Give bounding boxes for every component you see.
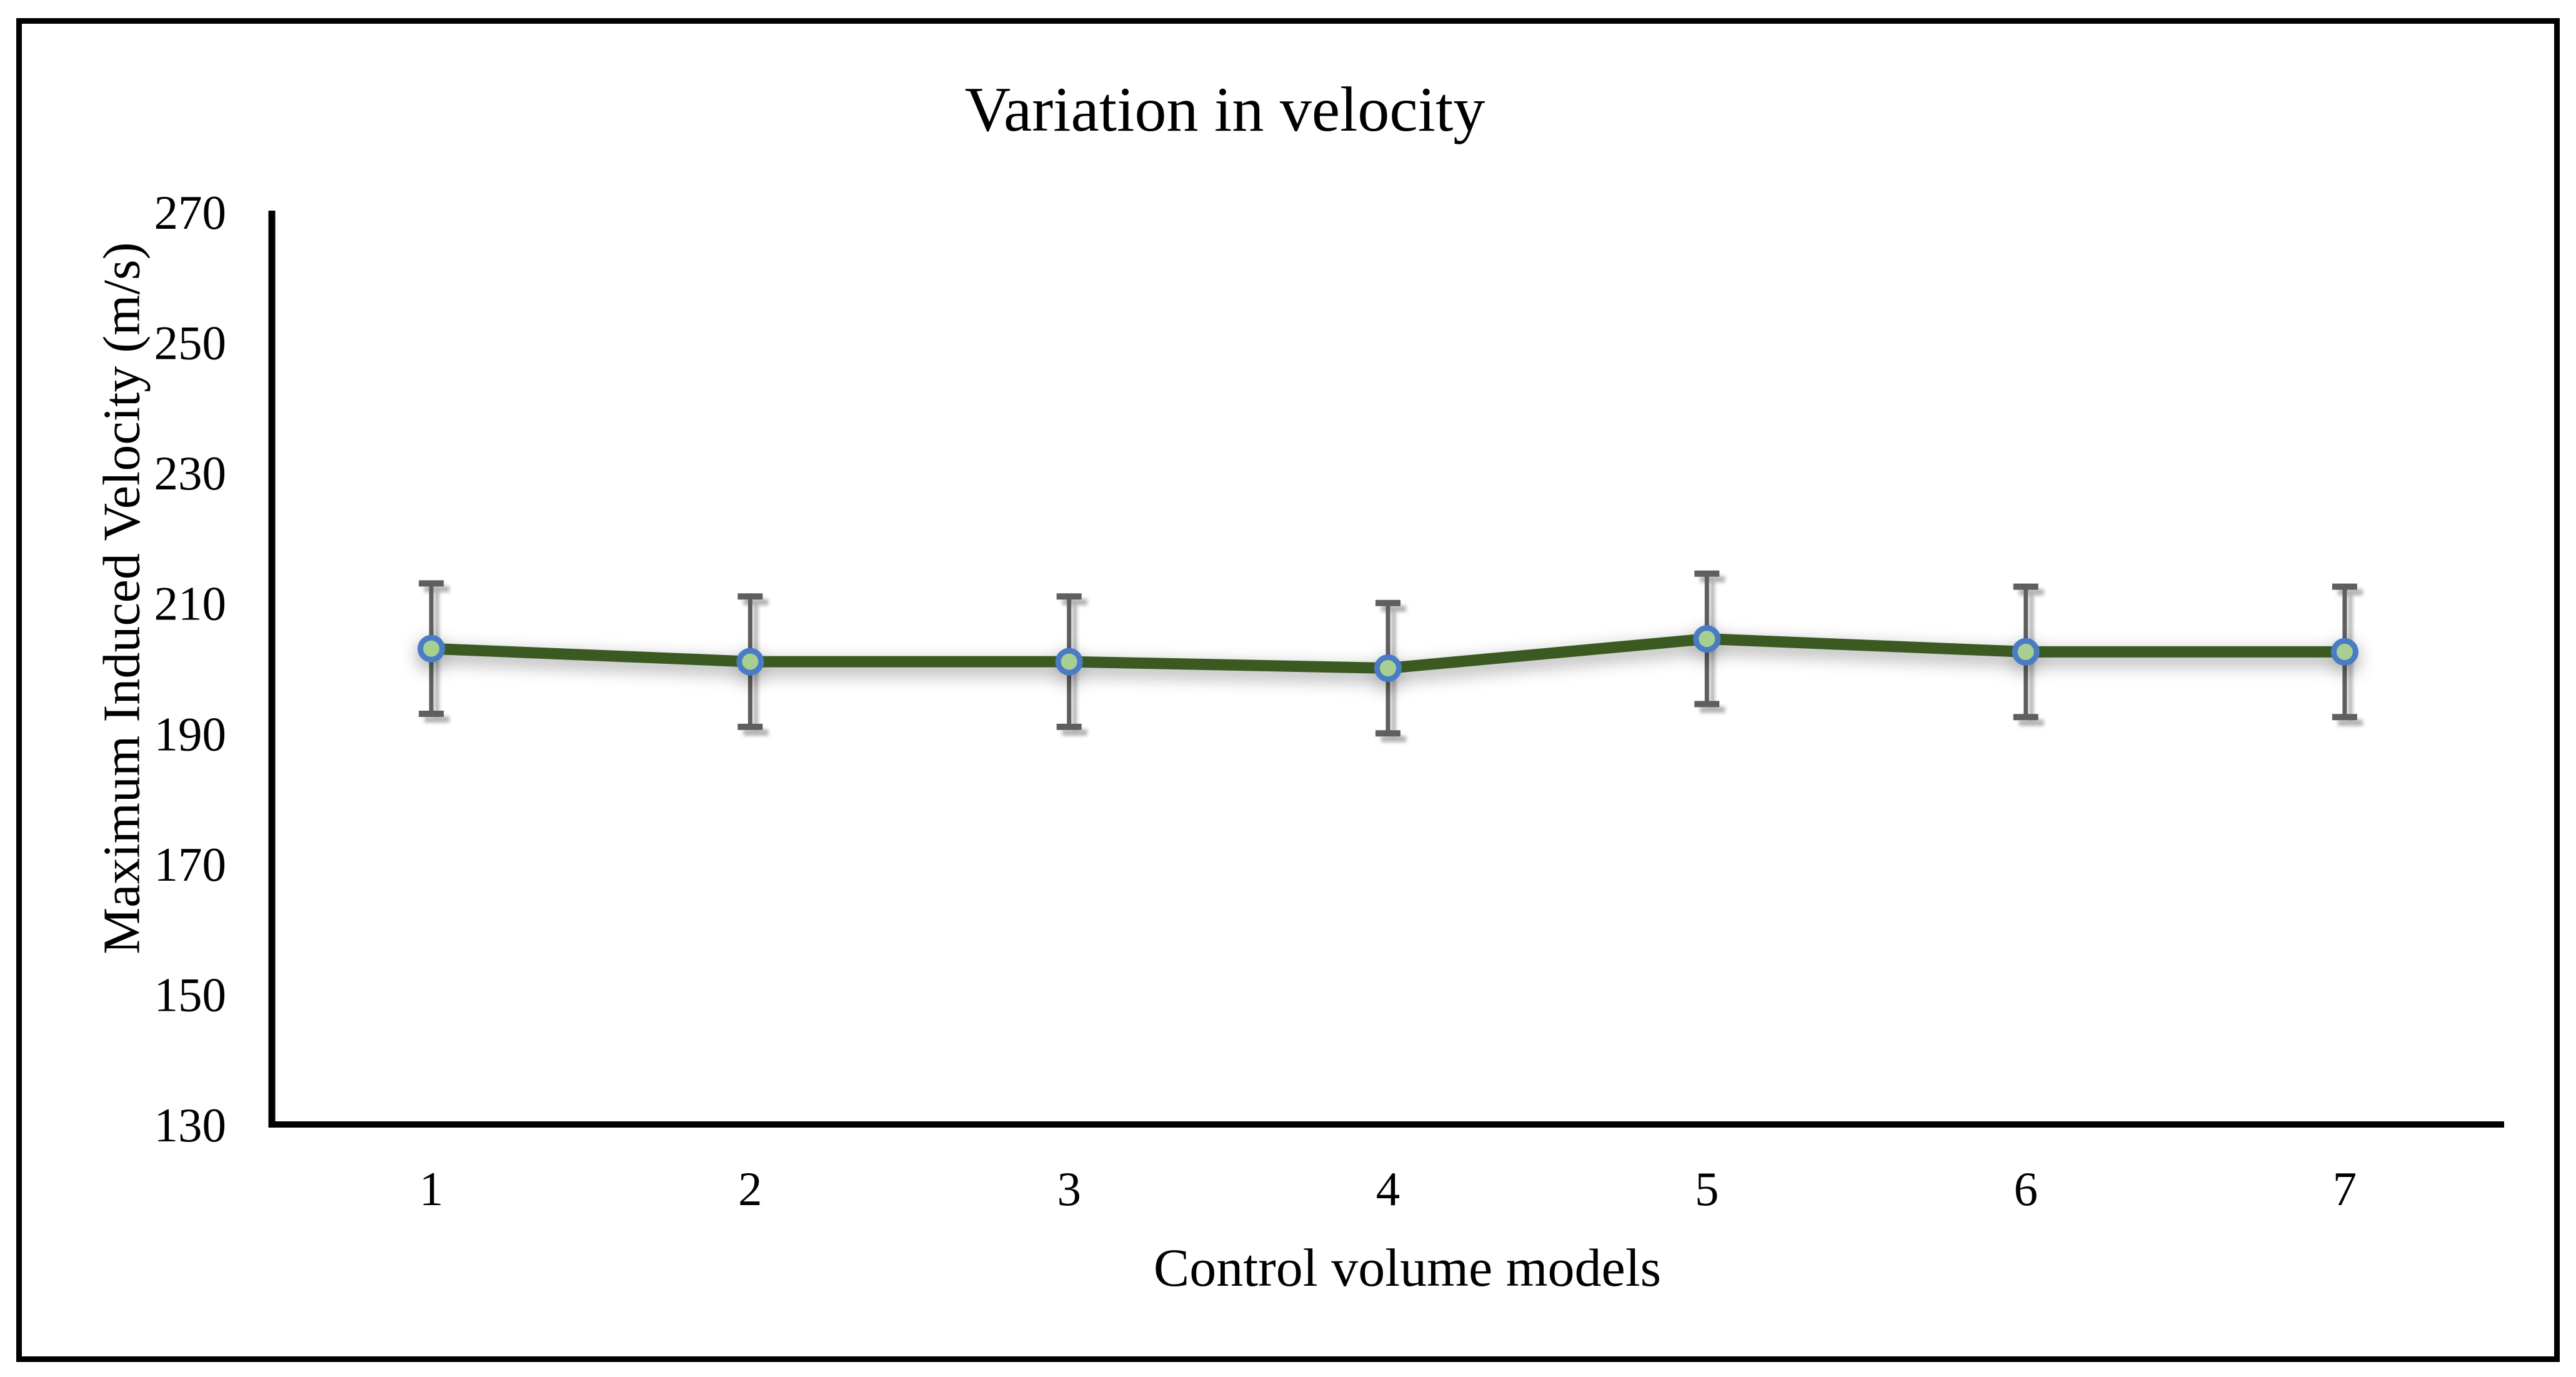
x-category-label: 1: [419, 1162, 444, 1216]
x-category-label: 2: [738, 1162, 762, 1216]
chart-title: Variation in velocity: [964, 74, 1485, 145]
data-point-marker: [417, 634, 446, 663]
figure-border: [16, 18, 2560, 1362]
y-tick-label: 210: [154, 577, 227, 631]
x-category-label: 3: [1057, 1162, 1081, 1216]
data-point-marker: [1055, 648, 1083, 676]
data-point-marker: [2012, 638, 2040, 666]
data-point-marker: [1374, 654, 1402, 682]
y-tick-label: 170: [154, 838, 227, 891]
y-tick-label: 230: [154, 446, 227, 500]
y-tick-labels: 130 150 170 190 210 230 250 270: [154, 186, 227, 1152]
y-tick-label: 190: [154, 707, 227, 761]
y-tick-label: 150: [154, 968, 227, 1021]
data-point-marker: [736, 648, 764, 676]
data-point-marker: [2330, 638, 2359, 666]
x-category-label: 7: [2333, 1162, 2357, 1216]
y-tick-label: 250: [154, 316, 227, 370]
data-series: [417, 625, 2359, 682]
y-tick-label: 130: [154, 1098, 227, 1152]
y-tick-label: 270: [154, 186, 227, 239]
axes: [268, 211, 2504, 1128]
x-category-label: 6: [2014, 1162, 2038, 1216]
x-category-labels: 1 2 3 4 5 6 7: [419, 1162, 2357, 1216]
x-axis-title: Control volume models: [1153, 1238, 1662, 1298]
data-point-marker: [1693, 625, 1721, 653]
x-category-label: 5: [1695, 1162, 1719, 1216]
x-category-label: 4: [1376, 1162, 1400, 1216]
